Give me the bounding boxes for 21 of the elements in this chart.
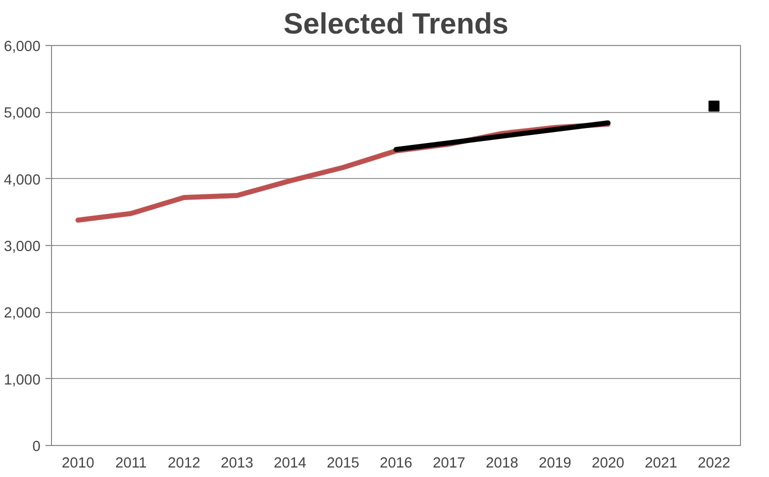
x-tick-label: 2022 <box>698 456 730 472</box>
y-tick-label: 2,000 <box>4 306 41 322</box>
y-tick-label: 1,000 <box>4 372 41 388</box>
x-tick-label: 2014 <box>274 456 306 472</box>
y-tick-label: 3,000 <box>4 239 41 255</box>
chart-title: Selected Trends <box>284 8 508 40</box>
x-tick-label: 2015 <box>326 456 360 472</box>
x-tick-label: 2016 <box>380 456 412 472</box>
x-tick-label: 2013 <box>220 456 254 472</box>
x-tick-label: 2021 <box>644 456 678 472</box>
y-tick-label: 0 <box>32 439 41 455</box>
x-tick-label: 2018 <box>486 456 518 472</box>
y-tick-label: 4,000 <box>4 172 41 188</box>
x-tick-label: 2010 <box>62 456 94 472</box>
y-tick-label: 5,000 <box>4 106 41 122</box>
y-tick-label: 6,000 <box>4 39 41 55</box>
x-tick-label: 2011 <box>115 456 147 472</box>
x-tick-label: 2020 <box>592 456 624 472</box>
x-tick-label: 2019 <box>538 456 572 472</box>
x-tick-label: 2017 <box>432 456 466 472</box>
x-tick-label: 2012 <box>168 456 200 472</box>
